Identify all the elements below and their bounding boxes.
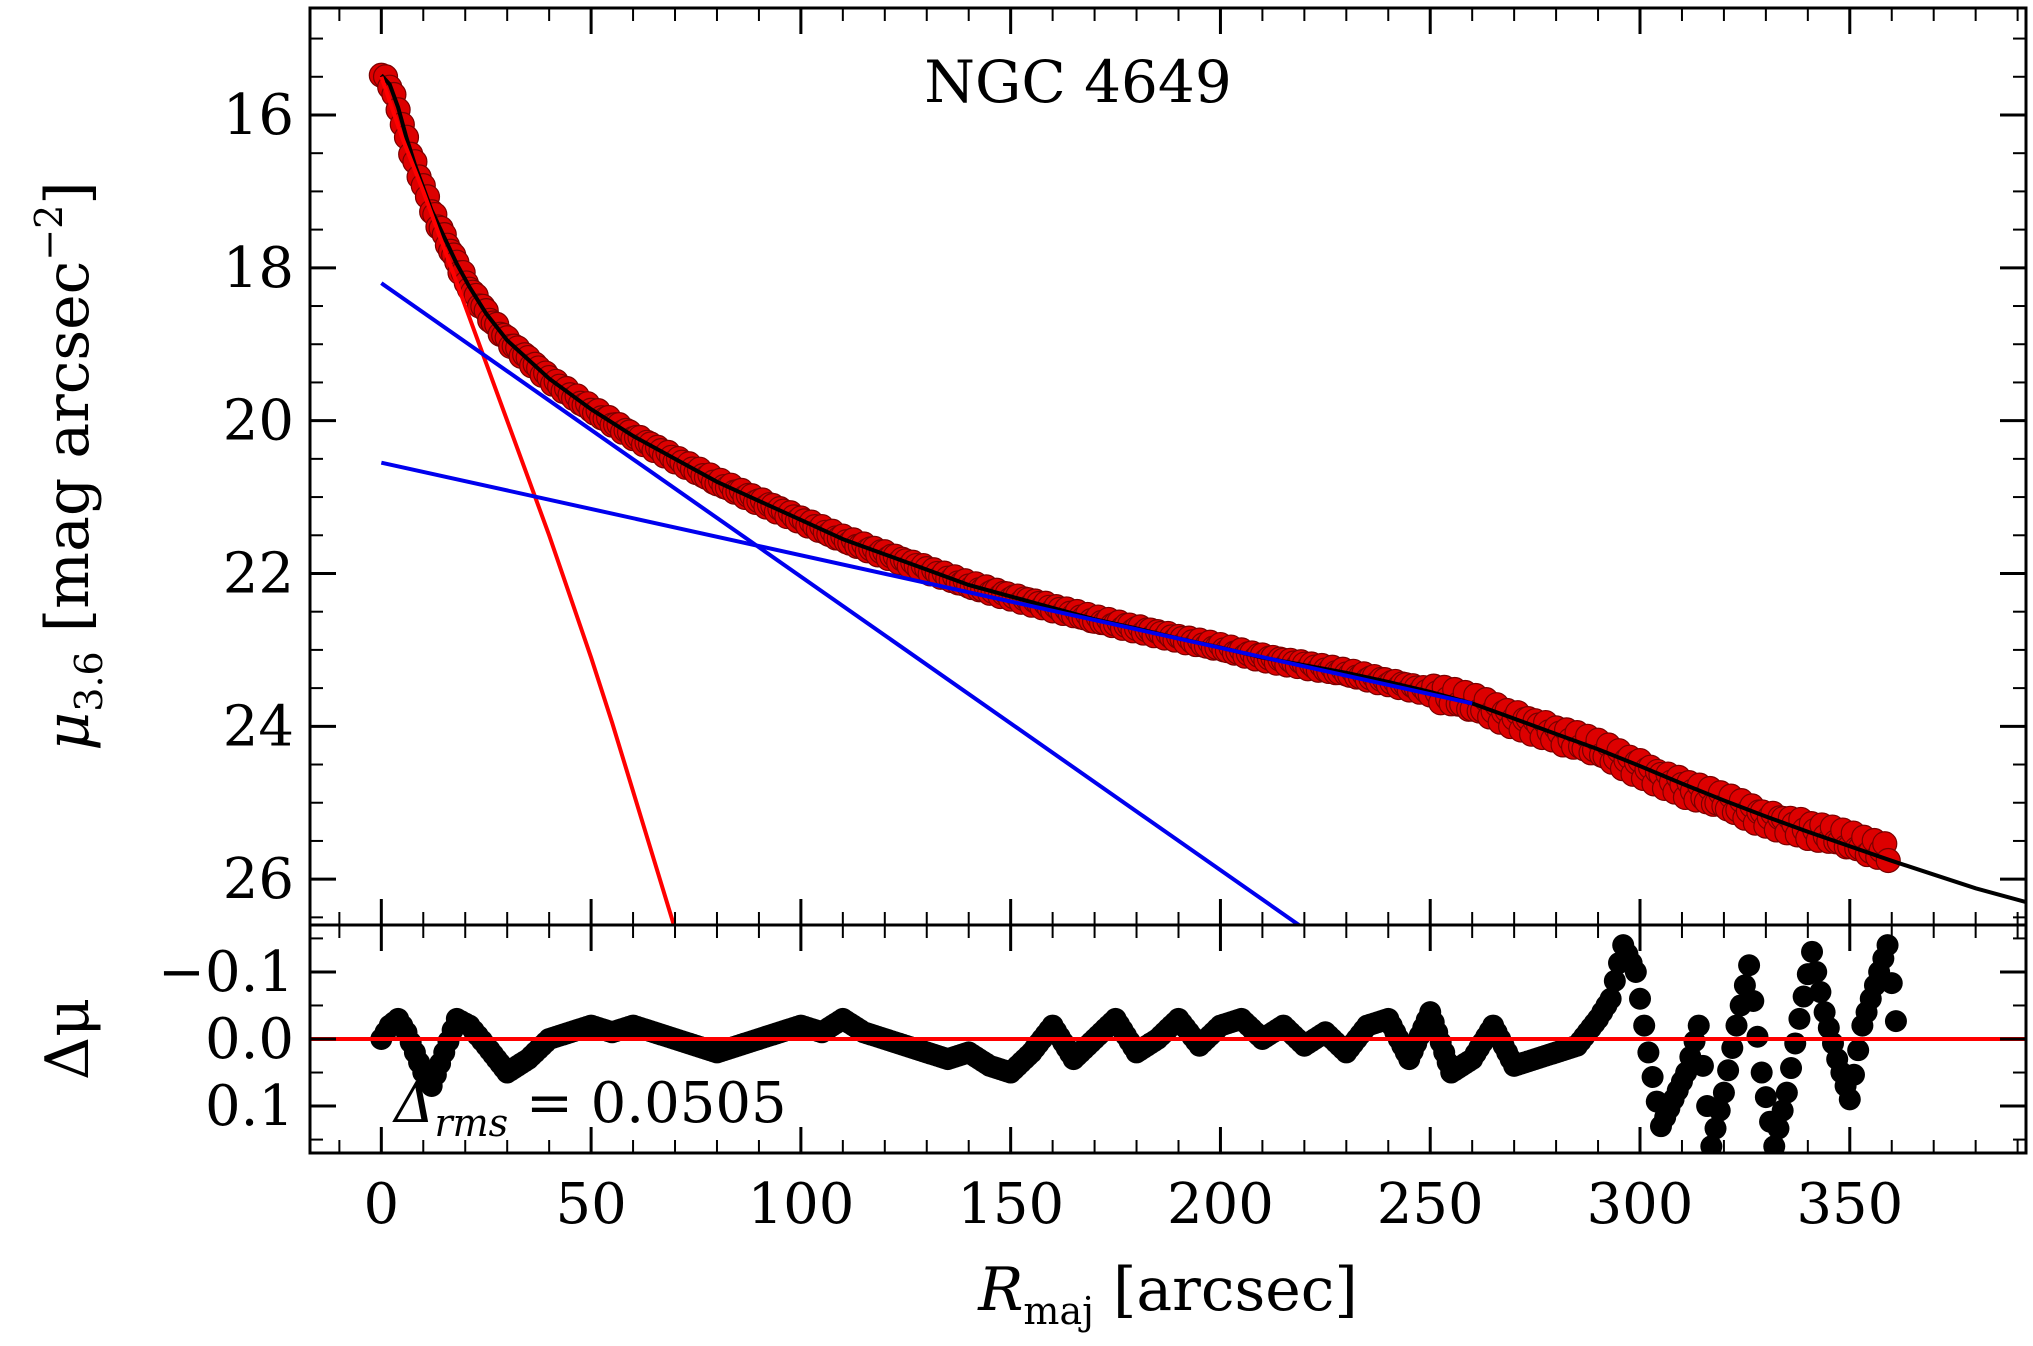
residual-panel: −0.10.00.1 0 50 100 150 200 250 300 350 Δμ Δrms…	[33, 923, 2028, 1333]
residual-point	[1603, 969, 1626, 992]
residual-point	[1704, 1117, 1727, 1140]
residual-point	[1641, 1066, 1664, 1088]
residual-point	[1884, 1010, 1907, 1033]
residual-point	[1763, 1135, 1786, 1153]
residual-y-tick-label: 0.0	[205, 1007, 294, 1072]
residual-point	[1876, 934, 1899, 957]
residual-point	[1708, 1099, 1731, 1122]
residual-point	[1754, 1086, 1777, 1109]
y-axis-label-close: ]	[33, 181, 103, 204]
y-axis-label-superscript: −2	[27, 205, 71, 261]
residual-point	[1725, 1014, 1748, 1037]
y-tick-label: 16	[223, 83, 294, 148]
rms-annotation: Δrms = 0.0505	[392, 1071, 787, 1145]
residual-point	[1700, 1135, 1723, 1153]
main-plot-area	[310, 8, 2026, 925]
residual-point	[1771, 1099, 1794, 1122]
rms-annotation-subscript: rms	[434, 1101, 508, 1145]
residual-point	[1712, 1081, 1735, 1104]
x-tick-label: 300	[1587, 1172, 1694, 1237]
series-line-inner-exponential	[380, 281, 1303, 925]
residual-point	[1805, 960, 1828, 983]
x-axis-label: Rmaj [arcsec]	[977, 1255, 1358, 1333]
series-line-outer-exponential	[380, 460, 1473, 706]
x-tick-label: 100	[747, 1172, 854, 1237]
x-axis-label-unit: [arcsec]	[1094, 1255, 1358, 1325]
x-tick-label: 50	[555, 1172, 626, 1237]
residual-point	[1637, 1041, 1660, 1064]
residual-point	[1742, 990, 1765, 1012]
residual-point	[1687, 1014, 1710, 1037]
residual-point	[1847, 1039, 1870, 1062]
residual-point	[1624, 960, 1647, 983]
y-tick-label: 22	[223, 541, 294, 606]
y-axis-label-unit: [mag arcsec	[33, 261, 103, 652]
y-tick-label: 24	[223, 694, 294, 759]
residual-point	[1788, 1007, 1811, 1030]
residual-y-tick-label: 0.1	[205, 1074, 294, 1139]
residual-point	[1784, 1032, 1807, 1055]
main-panel: 16 18 20 22 24 26 NGC 4649 μ3.6 [mag arcsec−2…	[27, 6, 2028, 927]
residual-point	[1633, 1014, 1656, 1037]
residual-point	[1738, 954, 1761, 977]
residual-point	[1746, 1025, 1769, 1048]
series-line-total-model	[379, 73, 2026, 905]
residual-point	[1809, 981, 1832, 1004]
chart-title: NGC 4649	[924, 48, 1232, 116]
rms-annotation-value: = 0.0505	[508, 1071, 786, 1136]
residual-point	[1767, 1117, 1790, 1140]
residual-y-axis-label: Δμ	[33, 998, 103, 1080]
residual-point	[1599, 987, 1622, 1010]
residual-point	[1880, 972, 1903, 995]
residual-point	[1780, 1057, 1803, 1080]
y-axis-label-symbol: μ	[33, 712, 103, 751]
rms-annotation-symbol: Δ	[392, 1071, 434, 1136]
residual-point	[1691, 1054, 1714, 1077]
x-tick-label: 150	[957, 1172, 1064, 1237]
y-tick-label: 26	[223, 847, 294, 912]
x-axis-label-subscript: maj	[1023, 1289, 1093, 1333]
y-axis-label: μ3.6 [mag arcsec−2]	[27, 181, 111, 750]
residual-point	[1775, 1081, 1798, 1104]
residual-point	[1629, 987, 1652, 1010]
residual-point	[1750, 1061, 1773, 1084]
residual-point	[1842, 1063, 1865, 1086]
x-tick-label: 350	[1796, 1172, 1903, 1237]
x-tick-label: 200	[1167, 1172, 1274, 1237]
residual-point	[1792, 985, 1815, 1008]
residual-point	[1721, 1036, 1744, 1059]
y-tick-label: 18	[223, 236, 294, 301]
residual-y-tick-label: −0.1	[158, 940, 294, 1005]
series-line-bulge-component	[379, 76, 676, 925]
residual-point	[1801, 940, 1824, 963]
x-tick-label: 0	[364, 1172, 400, 1237]
y-tick-label: 20	[223, 389, 294, 454]
residual-point	[1717, 1059, 1740, 1082]
x-tick-label: 250	[1377, 1172, 1484, 1237]
residual-point	[1838, 1088, 1861, 1111]
y-axis-label-subscript: 3.6	[67, 651, 111, 711]
x-axis-label-symbol: R	[977, 1255, 1023, 1325]
